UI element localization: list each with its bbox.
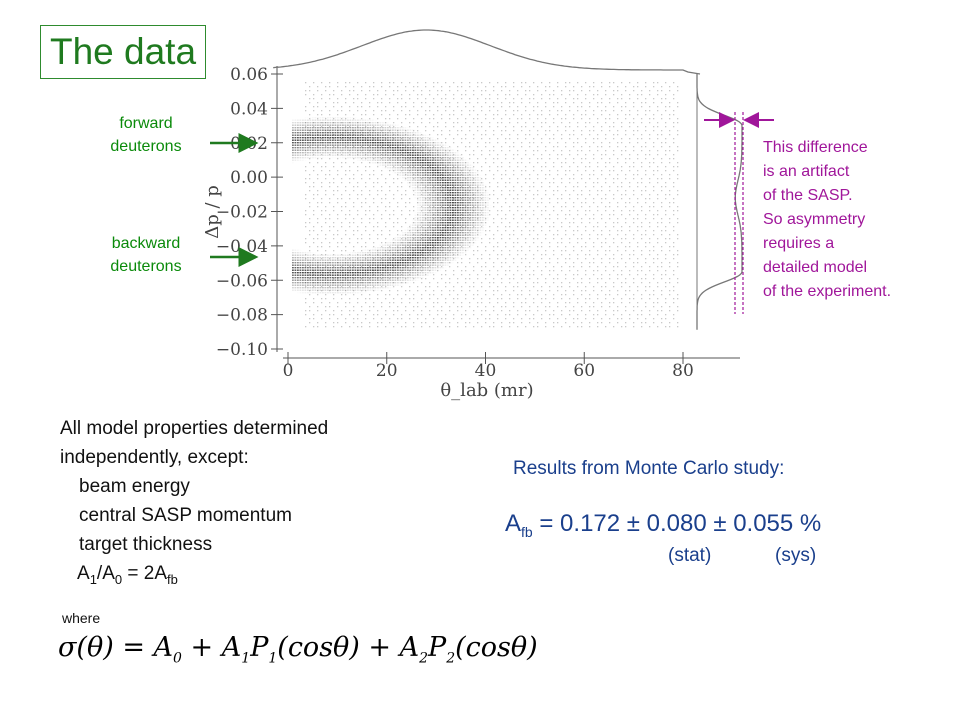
y-tick-label: 0.00 — [230, 168, 268, 188]
plot-area — [292, 82, 679, 328]
x-tick-label: 20 — [376, 361, 398, 381]
sys-label: (sys) — [775, 545, 817, 566]
x-tick-label: 60 — [573, 361, 595, 381]
note-line: requires a — [763, 235, 835, 252]
y-tick-label: −0.02 — [216, 203, 268, 223]
afb-result: Afb = 0.172 ± 0.080 ± 0.055 % — [505, 510, 822, 540]
y-tick-label: −0.06 — [216, 271, 268, 291]
forward-label-line1: forward — [119, 115, 173, 132]
forward-label-line2: deuterons — [110, 138, 182, 155]
x-tick-label: 0 — [283, 361, 294, 381]
artifact-note: This difference is an artifact of the SA… — [763, 136, 891, 304]
page-title: The data — [40, 25, 206, 79]
y-tick-label: 0.06 — [230, 65, 268, 85]
density-band — [292, 117, 489, 294]
x-projection-curve — [273, 29, 701, 75]
backward-label-line1: backward — [111, 235, 181, 252]
x-projection — [273, 29, 701, 75]
axes: 0 20 40 60 800.060.040.020.00−0.02−0.04−0.06… — [202, 65, 740, 401]
backward-label: backward deuterons — [92, 232, 200, 278]
note-line: detailed model — [763, 259, 868, 276]
y-tick-label: −0.08 — [216, 306, 268, 326]
note-line: of the experiment. — [763, 283, 892, 300]
x-tick-label: 80 — [672, 361, 694, 381]
forward-label: forward deuterons — [92, 112, 200, 158]
text-line: independently, except: — [60, 447, 249, 468]
note-line: So asymmetry — [763, 211, 866, 228]
x-axis-label: θ_lab (mr) — [440, 380, 533, 401]
results-heading: Results from Monte Carlo study: — [513, 458, 785, 479]
note-line: is an artifact — [763, 163, 850, 180]
y-tick-label: 0.04 — [230, 99, 268, 119]
note-line: of the SASP. — [763, 187, 853, 204]
y-tick-label: −0.10 — [216, 340, 268, 360]
x-tick-label: 40 — [475, 361, 497, 381]
cross-section-equation: σ(θ) = A0 + A1P1(cosθ) + A2P2(cosθ) — [58, 632, 538, 667]
backward-label-line2: deuterons — [110, 258, 182, 275]
list-item: central SASP momentum — [79, 505, 292, 526]
ratio-relation: A1/A0 = 2Afb — [77, 563, 178, 587]
model-properties-text: All model properties determined independ… — [60, 414, 328, 594]
note-line: This difference — [763, 139, 868, 156]
y-axis-label: Δp / p — [202, 185, 223, 239]
y-tick-label: −0.04 — [216, 237, 268, 257]
where-label: where — [62, 610, 101, 626]
list-item: target thickness — [79, 534, 213, 555]
text-line: All model properties determined — [60, 418, 329, 439]
list-item: beam energy — [79, 476, 190, 497]
stat-label: (stat) — [668, 545, 712, 566]
